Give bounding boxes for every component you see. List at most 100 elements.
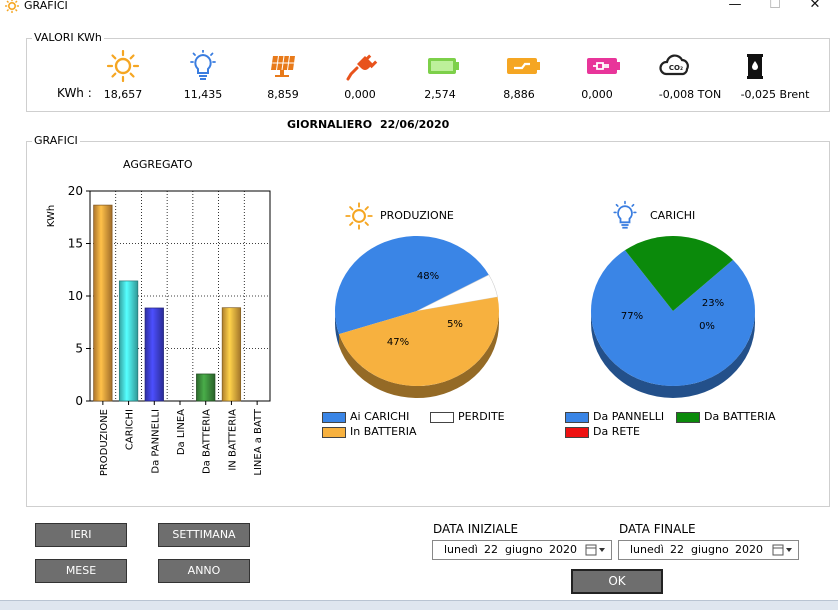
bar-4 [196,373,216,402]
kwh-value-batteria: 2,574 [424,88,456,101]
kwh-value-brent: -0,025 Brent [740,88,810,101]
pie-slice-side [335,311,340,347]
carichi-pie-chart: 77% 23% 0% [591,236,755,398]
data-iniziale-weekday: lunedì [444,543,478,556]
bar-xtick-label: Da PANNELLI [150,409,161,474]
ieri-button[interactable]: IERI [35,523,127,547]
pie-label-2: 48% [417,271,439,282]
legend-swatch-ai-carichi [322,411,346,423]
sun-icon [106,50,140,82]
data-finale-year: 2020 [735,543,763,556]
pie-label-0: 47% [387,337,409,348]
data-iniziale-month: giugno [505,543,543,556]
kwh-value-linea-batt: 0,000 [581,88,613,101]
pie-label-2: 0% [699,321,715,332]
data-finale-day: 22 [670,543,684,556]
data-iniziale-picker[interactable]: lunedì 22 giugno 2020 [432,540,612,560]
kwh-value-linea: 0,000 [344,88,376,101]
settimana-button[interactable]: SETTIMANA [158,523,250,547]
legend-ai-carichi: Ai CARICHI [322,411,409,423]
calendar-dropdown-icon[interactable] [772,544,794,556]
legend-swatch-da-batteria [676,411,700,423]
data-iniziale-year: 2020 [549,543,577,556]
battery-charging-icon [428,58,459,74]
pie-label-1: 5% [447,319,463,330]
data-finale-label: DATA FINALE [619,522,696,536]
bar-ytick-label: 5 [75,342,83,356]
kwh-value-co2: -0,008 TON [658,88,722,101]
legend-swatch-da-pannelli [565,411,589,423]
battery-to-grid-icon [587,58,620,74]
close-button[interactable]: ✕ [809,0,821,12]
solar-panel-icon [271,55,295,77]
kwh-value-produzione: 18,657 [103,88,143,101]
grafici-panel [26,141,830,507]
oil-barrel-icon [747,54,763,79]
pie-slice-side [339,311,499,398]
maximize-button[interactable]: ☐ [769,0,781,12]
data-iniziale-day: 22 [484,543,498,556]
valori-panel [26,38,830,112]
lightbulb-icon [190,50,216,80]
bar-ytick-label: 10 [68,289,83,303]
legend-swatch-perdite [430,411,454,423]
bar-5 [221,307,242,402]
window-title: GRAFICI [24,0,68,12]
anno-button[interactable]: ANNO [158,559,250,583]
bar-ytick-label: 20 [68,184,83,198]
kwh-value-pannelli: 8,859 [267,88,299,101]
bar-ytick-label: 15 [68,237,83,251]
legend-swatch-in-batteria [322,426,346,438]
minimize-button[interactable]: — [728,0,742,12]
bar-0 [93,204,113,402]
taskbar-strip [0,600,838,610]
data-finale-month: giugno [691,543,729,556]
data-iniziale-label: DATA INIZIALE [433,522,519,536]
bar-xtick-label: CARICHI [125,409,136,450]
calendar-dropdown-icon[interactable] [585,544,607,556]
pie-slice-0 [335,236,489,335]
bar-xtick-label: PRODUZIONE [99,409,110,476]
bar-chart-ylabel: KWh [46,205,57,227]
kwh-value-carichi: 11,435 [183,88,223,101]
produzione-pie-title: PRODUZIONE [380,209,454,222]
data-finale-picker[interactable]: lunedì 22 giugno 2020 [618,540,799,560]
title-bar: GRAFICI — ☐ ✕ [0,0,838,14]
period-date: 22/06/2020 [380,118,450,131]
battery-to-load-icon [507,58,540,74]
pie-slice-side [591,311,755,398]
legend-swatch-da-rete [565,426,589,438]
svg-text:CO₂: CO₂ [669,64,683,72]
kwh-row-label: KWh : [57,86,92,100]
grafici-group-title: GRAFICI [32,134,80,147]
legend-in-batteria: In BATTERIA [322,426,417,438]
bar-1 [118,280,139,402]
carichi-pie-title: CARICHI [650,209,696,222]
bar-chart-title: AGGREGATO [123,158,193,171]
data-finale-weekday: lunedì [630,543,664,556]
legend-perdite: PERDITE [430,411,505,423]
produzione-sun-icon [345,202,373,230]
bar-xtick-label: IN BATTERIA [227,409,238,471]
app-sun-icon [5,0,19,13]
carichi-lightbulb-icon [613,200,637,229]
kwh-value-in-batteria: 8,886 [503,88,535,101]
ok-button[interactable]: OK [571,569,663,594]
co2-cloud-icon: CO₂ [659,54,689,76]
pie-slice-1 [625,236,733,311]
pie-slice-2 [339,296,500,387]
bar-xtick-label: Da BATTERIA [202,409,213,474]
pie-label-0: 77% [621,311,643,322]
bar-2 [144,307,164,402]
bar-ytick-label: 0 [75,394,83,408]
valori-group-title: VALORI KWh [32,31,104,44]
legend-da-rete: Da RETE [565,426,640,438]
legend-da-batteria: Da BATTERIA [676,411,776,423]
bar-xtick-label: LINEA a BATT [253,408,264,476]
pie-slice-1 [416,274,498,312]
produzione-pie-chart: 47% 5% 48% [335,236,500,398]
aggregato-bar-chart: AGGREGATO KWh 0 5 10 15 20 PRODUZIONE CARICHI Da … [46,158,271,476]
mese-button[interactable]: MESE [35,559,127,583]
legend-da-pannelli: Da PANNELLI [565,411,664,423]
bar-xtick-label: Da LINEA [176,409,187,455]
